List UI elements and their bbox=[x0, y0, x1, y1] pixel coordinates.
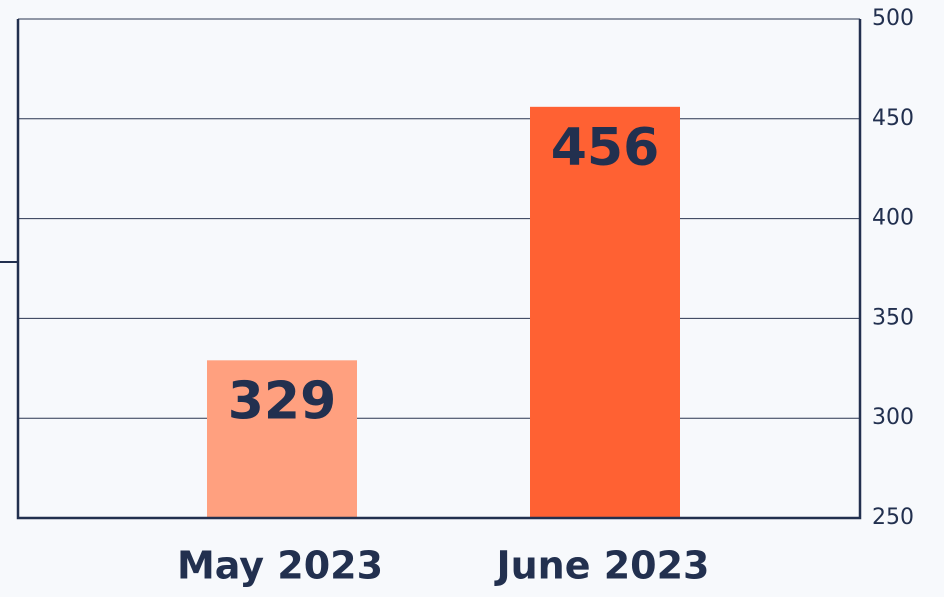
y-tick-label: 250 bbox=[872, 505, 914, 530]
data-label: 329 bbox=[228, 371, 337, 431]
y-tick-label: 300 bbox=[872, 405, 914, 430]
bar bbox=[207, 360, 357, 518]
y-tick-label: 400 bbox=[872, 206, 914, 231]
y-tick-label: 500 bbox=[872, 6, 914, 31]
x-tick-label: June 2023 bbox=[493, 544, 709, 588]
y-tick-label: 450 bbox=[872, 106, 914, 131]
data-label: 456 bbox=[551, 118, 660, 178]
x-tick-label: May 2023 bbox=[177, 544, 383, 588]
bar bbox=[530, 106, 680, 518]
y-tick-label: 350 bbox=[872, 305, 914, 330]
axis-frame bbox=[16, 19, 862, 520]
